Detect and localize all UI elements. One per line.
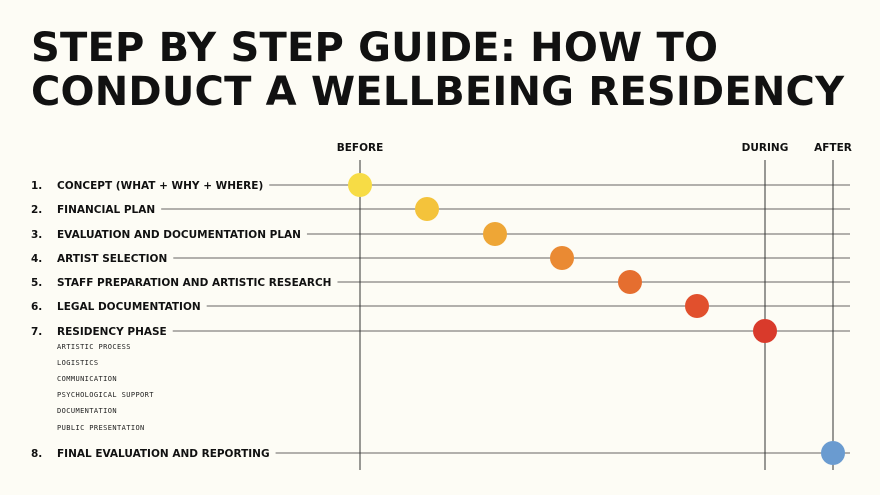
step-marker-dot [753, 319, 777, 343]
step-number: 7. [31, 326, 42, 338]
step-label: ARTIST SELECTION [57, 253, 167, 265]
step-marker-dot [618, 270, 642, 294]
residency-subitem: LOGISTICS [57, 359, 99, 367]
step-markers [348, 173, 845, 465]
step-marker-dot [348, 173, 372, 197]
step-label: CONCEPT (WHAT + WHY + WHERE) [57, 180, 263, 192]
phase-label-before: BEFORE [337, 142, 384, 154]
phase-columns: BEFORE DURING AFTER [337, 142, 852, 470]
step-number: 5. [31, 277, 42, 289]
residency-subitem: ARTISTIC PROCESS [57, 343, 131, 351]
step-label: STAFF PREPARATION AND ARTISTIC RESEARCH [57, 277, 331, 289]
step-marker-dot [685, 294, 709, 318]
residency-subitem: PUBLIC PRESENTATION [57, 424, 145, 432]
step-label: EVALUATION AND DOCUMENTATION PLAN [57, 229, 301, 241]
step-label: FINAL EVALUATION AND REPORTING [57, 448, 270, 460]
step-number: 6. [31, 301, 42, 313]
title-line-2: CONDUCT A WELLBEING RESIDENCY [31, 69, 845, 115]
residency-subitem: DOCUMENTATION [57, 407, 117, 415]
step-number: 1. [31, 180, 42, 192]
step-label: LEGAL DOCUMENTATION [57, 301, 201, 313]
step-label: RESIDENCY PHASE [57, 326, 167, 338]
step-number: 8. [31, 448, 42, 460]
step-marker-dot [550, 246, 574, 270]
step-number: 4. [31, 253, 42, 265]
residency-subitem: PSYCHOLOGICAL SUPPORT [57, 391, 154, 399]
phase-label-after: AFTER [814, 142, 852, 154]
step-number: 2. [31, 204, 42, 216]
residency-subitem: COMMUNICATION [57, 375, 117, 383]
step-marker-dot [415, 197, 439, 221]
step-marker-dot [483, 222, 507, 246]
step-rows: 1. CONCEPT (WHAT + WHY + WHERE) 2. FINANCIA… [31, 180, 850, 460]
step-number: 3. [31, 229, 42, 241]
step-marker-dot [821, 441, 845, 465]
page-title: STEP BY STEP GUIDE: HOW TO CONDUCT A WEL… [31, 26, 844, 114]
step-label: FINANCIAL PLAN [57, 204, 155, 216]
residency-subitems: ARTISTIC PROCESS LOGISTICS COMMUNICATION PS… [57, 343, 154, 432]
title-line-1: STEP BY STEP GUIDE: HOW TO [31, 25, 719, 71]
phase-label-during: DURING [742, 142, 789, 154]
